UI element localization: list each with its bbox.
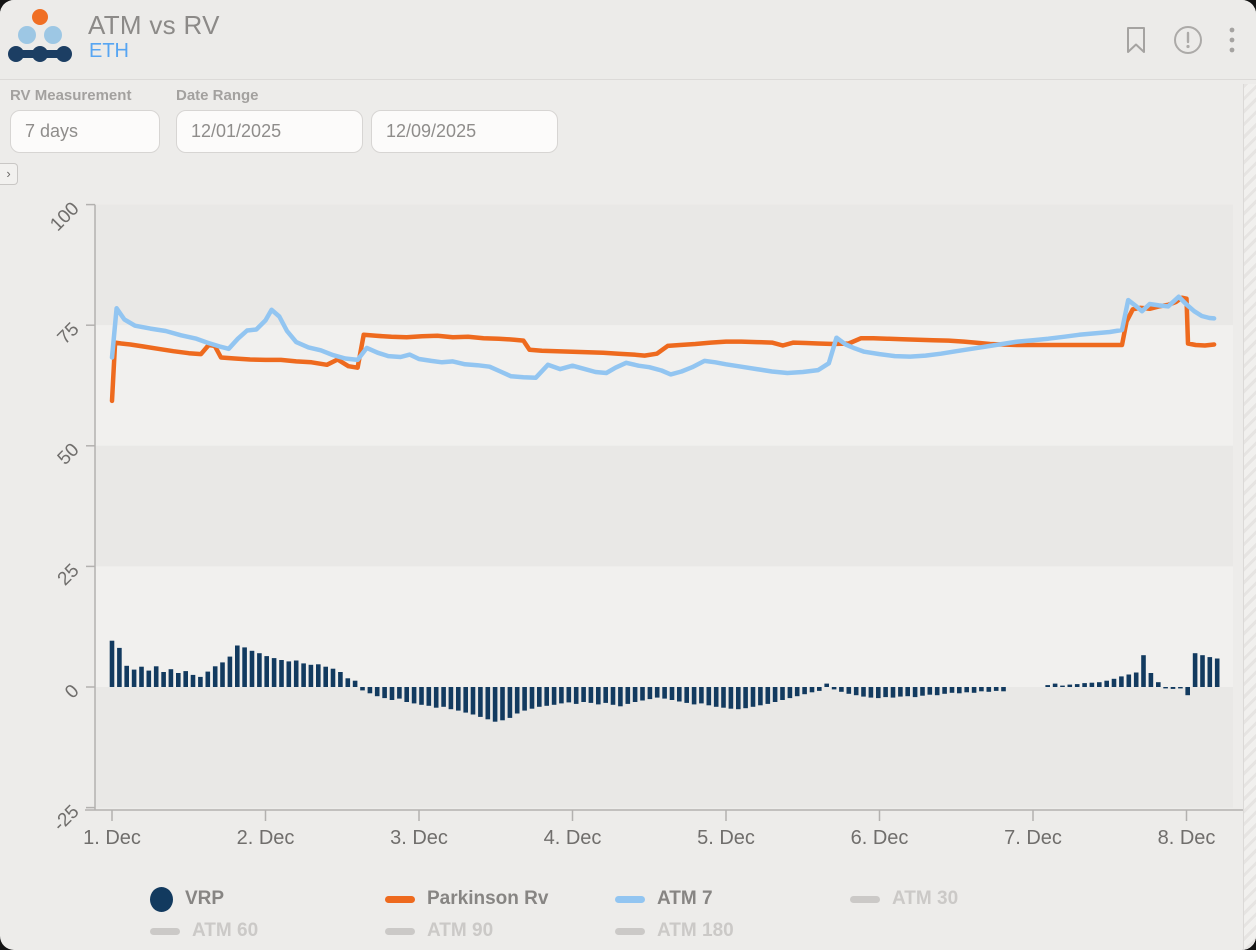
x-axis: 1. Dec 2. Dec 3. Dec 4. Dec 5. Dec 6. Dec 7. D…	[83, 809, 1244, 849]
logo-orange-dot	[32, 9, 48, 25]
grid-bands	[95, 204, 1233, 808]
panel-collapse-chevron-icon[interactable]: ›	[0, 163, 18, 185]
legend-item-atm-180[interactable]: ATM 180	[615, 916, 850, 946]
rv-measurement-label: RV Measurement	[10, 87, 132, 104]
svg-text:6. Dec: 6. Dec	[851, 827, 909, 849]
kebab-menu-icon[interactable]	[1226, 22, 1238, 58]
logo-blue-dot-right	[44, 26, 62, 44]
legend-item-vrp[interactable]: VRP	[150, 884, 385, 914]
svg-text:8. Dec: 8. Dec	[1158, 827, 1216, 849]
date-range-end-input[interactable]: 12/09/2025	[371, 110, 558, 153]
bookmark-icon[interactable]	[1122, 23, 1150, 57]
svg-text:5. Dec: 5. Dec	[697, 827, 755, 849]
legend-item-parkinson-rv[interactable]: Parkinson Rv	[385, 884, 615, 914]
logo-blue-dot-left	[18, 26, 36, 44]
legend-line-marker-icon	[615, 895, 645, 903]
legend-label: ATM 7	[657, 888, 713, 909]
legend-label: ATM 60	[192, 920, 259, 941]
legend-label: ATM 180	[657, 920, 734, 941]
svg-text:7. Dec: 7. Dec	[1004, 827, 1062, 849]
page-title: ATM vs RV	[88, 10, 220, 40]
rv-measurement-select[interactable]: 7 days	[10, 110, 160, 153]
svg-text:-25: -25	[49, 801, 83, 835]
chart-legend: VRP Parkinson Rv ATM 7 ATM 30 ATM 60 ATM 90 AT…	[150, 884, 1085, 946]
svg-text:2. Dec: 2. Dec	[237, 827, 295, 849]
logo-navy-dot-right	[56, 46, 72, 62]
legend-label: VRP	[185, 888, 225, 909]
page-subtitle: ETH	[89, 40, 129, 62]
legend-line-marker-icon	[150, 927, 180, 935]
svg-text:25: 25	[54, 560, 84, 590]
svg-text:100: 100	[46, 198, 83, 235]
svg-text:50: 50	[54, 439, 84, 469]
header: ATM vs RV ETH	[0, 0, 1256, 80]
logo-navy-dot-center	[32, 46, 48, 62]
date-range-start-input[interactable]: 12/01/2025	[176, 110, 363, 153]
legend-item-atm-90[interactable]: ATM 90	[385, 916, 615, 946]
parkinson-rv-line	[109, 295, 1217, 404]
legend-label: ATM 90	[427, 920, 494, 941]
svg-text:4. Dec: 4. Dec	[544, 827, 602, 849]
svg-text:0: 0	[61, 681, 83, 703]
legend-line-marker-icon	[385, 927, 415, 935]
date-range-label: Date Range	[176, 87, 259, 104]
svg-text:3. Dec: 3. Dec	[390, 827, 448, 849]
info-alert-icon[interactable]	[1170, 22, 1206, 58]
app-logo-icon	[8, 9, 72, 62]
legend-label: Parkinson Rv	[427, 888, 549, 909]
legend-line-marker-icon	[850, 895, 880, 903]
scrollbar-track[interactable]	[1243, 84, 1256, 950]
vrp-bars	[109, 640, 1220, 722]
legend-item-atm-30[interactable]: ATM 30	[850, 884, 1085, 914]
y-axis: 100 75 50 25 0 -25	[46, 198, 96, 836]
svg-text:1. Dec: 1. Dec	[83, 827, 141, 849]
legend-line-marker-icon	[615, 927, 645, 935]
atm-7-line	[109, 294, 1217, 381]
legend-dot-marker-icon	[150, 886, 173, 912]
logo-navy-dot-left	[8, 46, 24, 62]
svg-text:75: 75	[54, 319, 84, 349]
legend-label: ATM 30	[892, 888, 959, 909]
legend-item-atm-60[interactable]: ATM 60	[150, 916, 385, 946]
legend-line-marker-icon	[385, 895, 415, 903]
legend-item-atm-7[interactable]: ATM 7	[615, 884, 850, 914]
